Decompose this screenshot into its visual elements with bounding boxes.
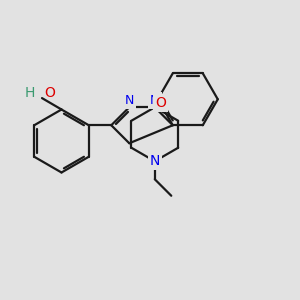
Text: O: O <box>155 96 166 110</box>
Text: H: H <box>25 86 35 100</box>
Text: O: O <box>44 86 55 100</box>
Text: N: N <box>124 94 134 107</box>
Text: N: N <box>150 94 160 107</box>
Text: N: N <box>150 154 160 168</box>
